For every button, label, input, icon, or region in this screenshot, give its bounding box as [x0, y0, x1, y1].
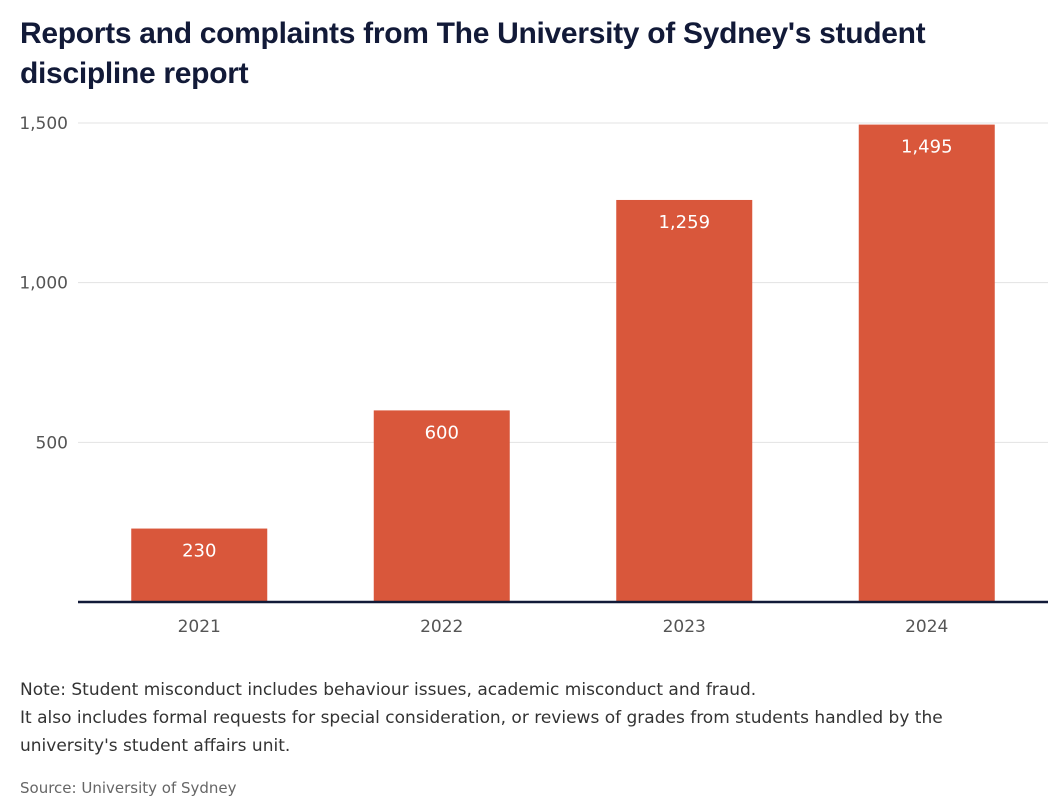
x-tick-label: 2024	[905, 617, 948, 637]
data-label: 600	[425, 422, 459, 443]
bar	[616, 199, 753, 602]
x-tick-label: 2023	[663, 617, 706, 637]
note-line-2: It also includes formal requests for spe…	[20, 708, 943, 756]
data-label: 230	[182, 541, 216, 562]
bar	[131, 528, 268, 602]
data-label: 1,495	[901, 137, 953, 158]
bar	[858, 124, 995, 602]
chart-notes: Note: Student misconduct includes behavi…	[20, 676, 1020, 760]
chart-title: Reports and complaints from The Universi…	[20, 17, 926, 90]
bar	[373, 410, 510, 602]
y-tick-label: 500	[36, 433, 68, 453]
data-label: 1,259	[658, 212, 710, 233]
y-tick-label: 1,500	[19, 114, 68, 134]
note-line-1: Note: Student misconduct includes behavi…	[20, 680, 757, 700]
x-tick-label: 2022	[420, 617, 463, 637]
source-credit: Source: University of Sydney	[20, 779, 237, 797]
x-tick-label: 2021	[178, 617, 221, 637]
y-tick-label: 1,000	[19, 274, 68, 294]
